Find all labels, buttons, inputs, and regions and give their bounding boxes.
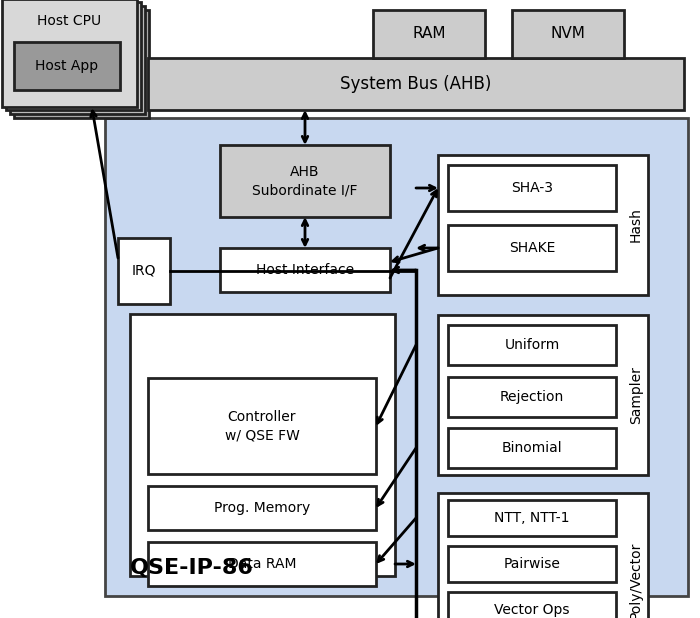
Bar: [220, 248, 390, 292]
Text: Sampler: Sampler: [629, 366, 643, 424]
Bar: [130, 314, 395, 576]
Bar: [448, 325, 616, 365]
Text: SHA-3: SHA-3: [511, 181, 553, 195]
Text: Hash: Hash: [629, 208, 643, 242]
Bar: [448, 225, 616, 271]
Bar: [148, 486, 376, 530]
Bar: [220, 145, 390, 217]
Bar: [105, 118, 688, 596]
Bar: [10, 6, 145, 114]
Text: Binomial: Binomial: [502, 441, 562, 455]
Bar: [448, 546, 616, 582]
Bar: [448, 592, 616, 618]
Text: IRQ: IRQ: [132, 264, 156, 278]
Text: Uniform: Uniform: [505, 338, 559, 352]
Bar: [2, 0, 137, 107]
Text: Host CPU: Host CPU: [37, 14, 102, 28]
Text: NVM: NVM: [551, 27, 585, 41]
Text: Pairwise: Pairwise: [503, 557, 561, 571]
Bar: [118, 238, 170, 304]
Text: SHAKE: SHAKE: [509, 241, 555, 255]
Text: AHB
Subordinate I/F: AHB Subordinate I/F: [252, 165, 358, 197]
Bar: [448, 500, 616, 536]
Text: Data RAM: Data RAM: [228, 557, 296, 571]
Bar: [14, 42, 120, 90]
Text: Controller
w/ QSE FW: Controller w/ QSE FW: [225, 410, 300, 442]
Bar: [438, 155, 648, 295]
Bar: [512, 10, 624, 58]
Bar: [373, 10, 485, 58]
Text: Compute: Compute: [228, 551, 298, 565]
Text: NTT, NTT-1: NTT, NTT-1: [494, 511, 570, 525]
Bar: [148, 542, 376, 586]
Bar: [438, 315, 648, 475]
Text: Poly/Vector: Poly/Vector: [629, 541, 643, 618]
Text: RAM: RAM: [412, 27, 446, 41]
Bar: [448, 165, 616, 211]
Bar: [448, 428, 616, 468]
Text: Host App: Host App: [36, 59, 99, 73]
Bar: [448, 377, 616, 417]
Bar: [14, 10, 149, 118]
Text: Host Interface: Host Interface: [256, 263, 354, 277]
Text: System Bus (AHB): System Bus (AHB): [340, 75, 491, 93]
Text: Vector Ops: Vector Ops: [494, 603, 570, 617]
Text: QSE-IP-86: QSE-IP-86: [130, 558, 254, 578]
Bar: [148, 58, 684, 110]
Bar: [148, 378, 376, 474]
Text: Rejection: Rejection: [500, 390, 564, 404]
Text: Prog. Memory: Prog. Memory: [214, 501, 310, 515]
Bar: [438, 493, 648, 618]
Bar: [6, 2, 141, 110]
